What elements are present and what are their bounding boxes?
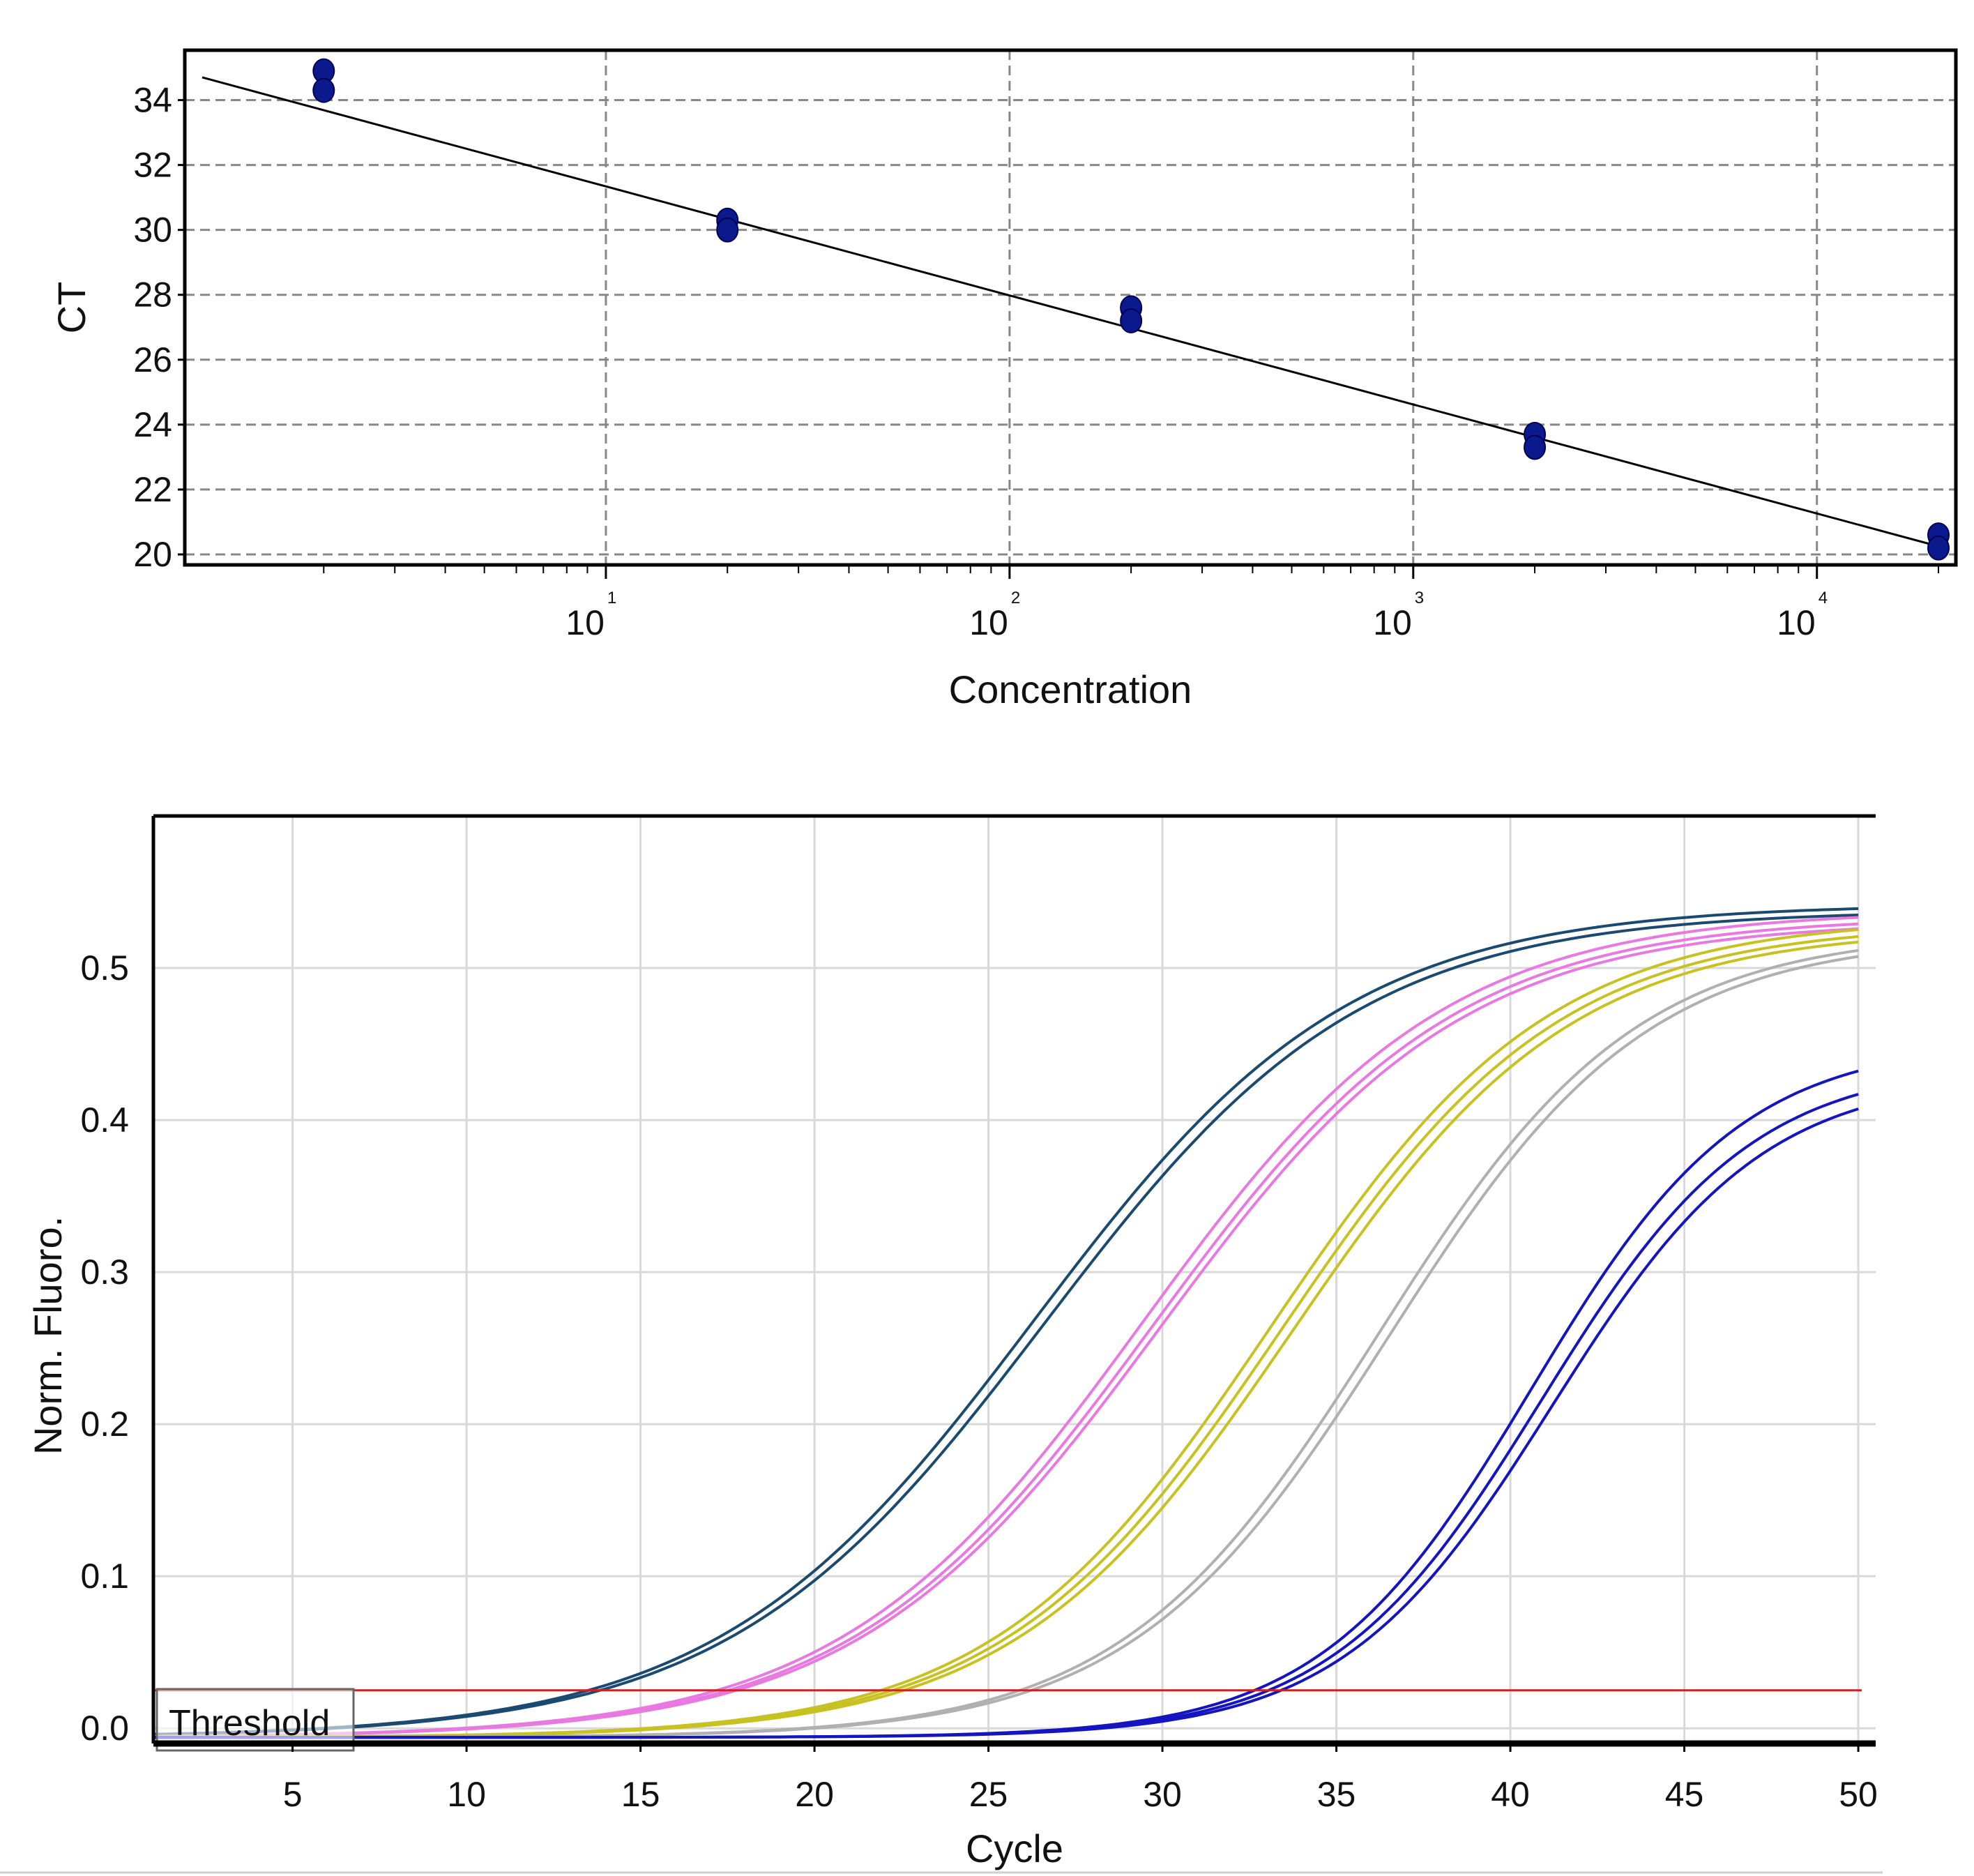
- x-tick-label: 40: [1491, 1775, 1530, 1814]
- gridlines: [185, 50, 1956, 565]
- x-tick-label: 35: [1317, 1775, 1356, 1814]
- x-tick-label: 10: [447, 1775, 486, 1814]
- x-tick-label: 20: [795, 1775, 834, 1814]
- y-tick-label: 0.0: [80, 1709, 129, 1748]
- y-axis-title: Norm. Fluoro.: [26, 1216, 70, 1455]
- y-tick-labels: 0.0 0.1 0.2 0.3 0.4 0.5: [80, 948, 129, 1748]
- x-tick-base: 10: [1373, 603, 1412, 642]
- x-tick-base: 10: [565, 603, 605, 642]
- y-tick-label: 20: [133, 535, 172, 574]
- amplification-curves: [153, 907, 1859, 1739]
- threshold-legend-box: [155, 1688, 355, 1752]
- x-tick-labels: 5 10 15 20 25 30 35 40 45 50: [283, 1743, 1878, 1814]
- x-tick-base: 10: [969, 603, 1008, 642]
- y-tick-label: 22: [133, 470, 172, 509]
- x-axis-title: Concentration: [949, 667, 1192, 711]
- x-tick-base: 10: [1777, 603, 1816, 642]
- gridlines: [153, 816, 1876, 1743]
- y-tick-label: 0.3: [80, 1253, 129, 1292]
- amplification-curve: [153, 1107, 1859, 1739]
- data-point: [1524, 434, 1547, 460]
- y-tick-label: 0.2: [80, 1405, 129, 1444]
- data-point: [312, 77, 335, 103]
- y-tick-label: 24: [133, 405, 172, 444]
- x-tick-label: 15: [621, 1775, 660, 1814]
- x-tick-exponent: 1: [607, 589, 616, 607]
- x-tick-label: 50: [1839, 1775, 1878, 1814]
- amplification-curve: [153, 927, 1859, 1738]
- y-tick-label: 0.4: [80, 1100, 129, 1140]
- amplification-chart: Threshold 0.0 0.1 0.2 0.3 0.4 0.5 5 10 15 20 25 30…: [26, 814, 1878, 1870]
- x-tick-label: 45: [1665, 1775, 1704, 1814]
- data-point: [1120, 308, 1143, 333]
- y-tick-label: 0.5: [80, 948, 129, 988]
- x-tick-label: 25: [969, 1775, 1008, 1814]
- plot-area: [185, 50, 1956, 565]
- amplification-curve: [153, 914, 1859, 1736]
- x-tick-label: 5: [283, 1775, 303, 1814]
- y-tick-label: 26: [133, 340, 172, 379]
- x-axis-title: Cycle: [966, 1826, 1063, 1870]
- threshold-legend-label: Threshold: [169, 1703, 330, 1743]
- data-point: [716, 217, 739, 243]
- y-axis-title: CT: [50, 282, 93, 334]
- data-point: [1927, 535, 1950, 561]
- x-tick-exponent: 4: [1819, 589, 1828, 607]
- y-tick-label: 28: [133, 275, 172, 315]
- data-points: [312, 58, 1950, 561]
- regression-line: [202, 76, 1939, 547]
- y-tick-label: 30: [133, 211, 172, 250]
- y-tick-label: 34: [133, 81, 172, 120]
- x-tick-exponent: 3: [1415, 589, 1424, 607]
- plot-frame: [183, 48, 1958, 567]
- plot-frame: [151, 814, 1876, 1747]
- y-tick-label: 0.1: [80, 1557, 129, 1596]
- y-tick-label: 32: [133, 146, 172, 185]
- x-tick-label: 30: [1143, 1775, 1182, 1814]
- threshold-legend: Threshold: [155, 1688, 355, 1752]
- x-tick-exponent: 2: [1011, 589, 1020, 607]
- y-tick-labels: 20 22 24 26 28 30 32 34: [133, 81, 185, 574]
